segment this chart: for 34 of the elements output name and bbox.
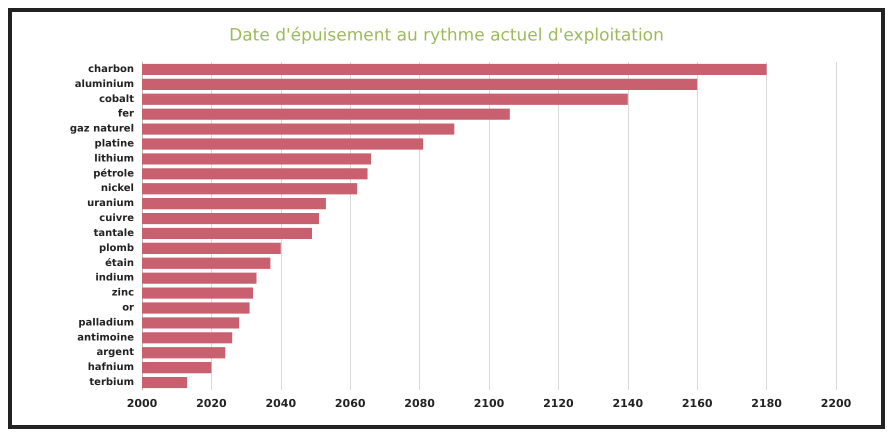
x-tick-label: 2200 [820,397,852,410]
y-tick-label: tantale [94,228,134,239]
y-tick-label: plomb [98,242,134,254]
chart-title: Date d'épuisement au rythme actuel d'exploitation [229,26,664,46]
x-tick-label: 2160 [682,397,713,410]
x-tick-label: 2120 [543,397,574,410]
y-tick-label: hafnium [88,362,134,374]
y-tick-label: or [122,302,134,314]
x-tick-label: 2000 [126,397,158,410]
y-tick-label: platine [94,138,134,150]
y-tick-label: lithium [94,153,134,164]
y-tick-label: charbon [88,64,134,75]
x-tick-label: 2020 [196,397,228,410]
y-tick-label: terbium [89,377,134,388]
y-tick-label: étain [105,258,134,269]
x-tick-label: 2040 [265,397,296,410]
y-tick-label: palladium [78,317,134,328]
y-tick-label: gaz naturel [70,124,134,135]
y-tick-label: uranium [87,198,134,210]
y-tick-label: cuivre [99,213,134,224]
y-tick-label: antimoine [77,332,134,344]
y-tick-label: cobalt [99,94,134,105]
x-tick-label: 2140 [612,397,644,410]
y-tick-label: fer [118,108,134,120]
x-tick-label: 2080 [404,397,436,410]
y-tick-label: argent [96,347,134,358]
y-tick-label: zinc [112,288,134,299]
x-tick-label: 2100 [474,397,505,410]
y-tick-label: nickel [100,183,134,194]
y-tick-label: aluminium [74,78,134,90]
y-tick-label: pétrole [93,168,134,180]
y-tick-label: indium [95,272,134,284]
x-tick-label: 2060 [334,397,366,410]
x-tick-label: 2180 [751,397,782,410]
